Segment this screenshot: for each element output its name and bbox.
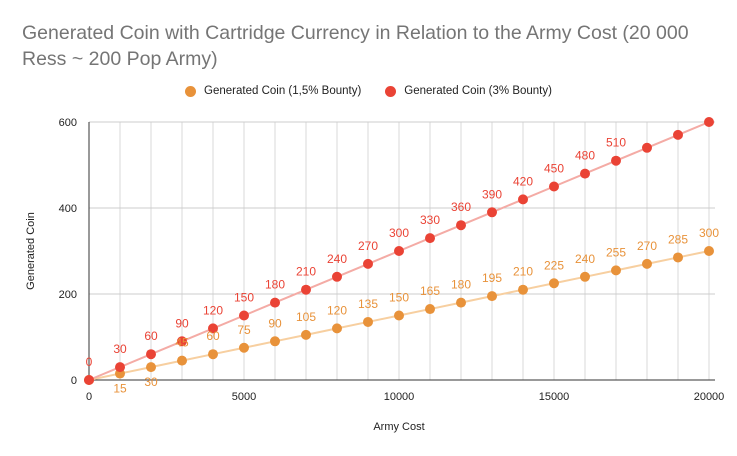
data-label: 60 bbox=[206, 329, 220, 343]
data-label: 450 bbox=[544, 162, 564, 176]
data-label: 90 bbox=[175, 316, 189, 330]
data-point bbox=[611, 265, 621, 276]
y-axis-label: Generated Coin bbox=[25, 212, 37, 290]
data-label: 150 bbox=[234, 291, 254, 305]
data-point bbox=[84, 375, 94, 385]
x-tick-label: 10000 bbox=[384, 391, 415, 403]
legend-marker-icon bbox=[185, 85, 197, 97]
x-tick-label: 0 bbox=[86, 391, 92, 403]
data-point bbox=[611, 155, 621, 166]
data-point bbox=[394, 246, 404, 256]
data-point bbox=[425, 233, 435, 244]
data-label: 135 bbox=[358, 297, 378, 311]
data-point bbox=[208, 349, 218, 360]
data-label: 165 bbox=[420, 284, 440, 298]
y-tick-label: 0 bbox=[71, 375, 77, 387]
data-point bbox=[549, 181, 559, 192]
data-point bbox=[456, 297, 466, 308]
x-axis-label: Army Cost bbox=[373, 421, 424, 433]
y-tick-label: 600 bbox=[59, 117, 77, 129]
y-tick-label: 400 bbox=[59, 203, 77, 215]
data-point bbox=[394, 310, 404, 321]
data-label: 60 bbox=[144, 329, 158, 343]
x-tick-label: 20000 bbox=[694, 391, 725, 403]
y-tick-label: 200 bbox=[59, 289, 77, 301]
data-label: 300 bbox=[389, 226, 409, 240]
data-point bbox=[177, 336, 187, 347]
x-tick-label: 5000 bbox=[232, 391, 256, 403]
legend-label: Generated Coin (3% Bounty) bbox=[404, 85, 552, 97]
data-label: 225 bbox=[544, 258, 564, 272]
data-point bbox=[270, 336, 280, 347]
data-point bbox=[239, 310, 249, 321]
data-point bbox=[549, 278, 559, 289]
legend-label: Generated Coin (1,5% Bounty) bbox=[204, 85, 362, 97]
data-label: 270 bbox=[637, 239, 657, 253]
legend-item-series-2[interactable]: Generated Coin (3% Bounty) bbox=[385, 85, 552, 97]
data-label: 255 bbox=[606, 245, 626, 259]
data-label: 195 bbox=[482, 271, 502, 285]
data-label: 180 bbox=[265, 278, 285, 292]
data-point bbox=[642, 142, 652, 153]
data-point bbox=[518, 284, 528, 295]
data-point bbox=[239, 342, 249, 353]
legend: Generated Coin (1,5% Bounty) Generated C… bbox=[0, 85, 737, 97]
data-label: 75 bbox=[237, 323, 251, 337]
data-point bbox=[580, 271, 590, 282]
data-point bbox=[456, 220, 466, 231]
data-point bbox=[301, 284, 311, 295]
data-point bbox=[580, 168, 590, 179]
data-point bbox=[363, 258, 373, 269]
data-point bbox=[704, 117, 714, 127]
data-point bbox=[301, 329, 311, 340]
data-point bbox=[487, 291, 497, 302]
data-label: 210 bbox=[513, 265, 533, 279]
data-point bbox=[673, 129, 683, 140]
data-point bbox=[425, 304, 435, 315]
legend-marker-icon bbox=[385, 85, 397, 97]
data-label: 285 bbox=[668, 232, 688, 246]
data-label: 0 bbox=[86, 355, 93, 369]
data-label: 120 bbox=[327, 303, 347, 317]
data-label: 270 bbox=[358, 239, 378, 253]
legend-item-series-1[interactable]: Generated Coin (1,5% Bounty) bbox=[185, 85, 361, 97]
data-label: 120 bbox=[203, 303, 223, 317]
data-point bbox=[208, 323, 218, 334]
data-point bbox=[332, 323, 342, 334]
data-point bbox=[363, 316, 373, 327]
data-point bbox=[487, 207, 497, 218]
data-label: 330 bbox=[420, 213, 440, 227]
data-label: 390 bbox=[482, 187, 502, 201]
data-label: 45 bbox=[175, 336, 189, 350]
data-label: 360 bbox=[451, 200, 471, 214]
data-label: 15 bbox=[113, 382, 127, 396]
chart-title: Generated Coin with Cartridge Currency i… bbox=[22, 22, 689, 70]
data-label: 105 bbox=[296, 310, 316, 324]
data-point bbox=[146, 362, 156, 373]
data-point bbox=[146, 349, 156, 360]
data-point bbox=[518, 194, 528, 205]
data-point bbox=[115, 362, 125, 373]
data-label: 210 bbox=[296, 265, 316, 279]
data-label: 180 bbox=[451, 278, 471, 292]
data-point bbox=[642, 258, 652, 269]
data-label: 480 bbox=[575, 149, 595, 163]
x-tick-label: 15000 bbox=[539, 391, 570, 403]
data-label: 30 bbox=[144, 375, 158, 389]
data-label: 240 bbox=[327, 252, 347, 266]
data-point bbox=[673, 252, 683, 263]
data-point bbox=[177, 355, 187, 366]
data-point bbox=[704, 246, 714, 256]
data-label: 420 bbox=[513, 174, 533, 188]
data-point bbox=[270, 297, 280, 308]
data-label: 90 bbox=[268, 316, 282, 330]
data-label: 150 bbox=[389, 291, 409, 305]
data-label: 240 bbox=[575, 252, 595, 266]
data-point bbox=[332, 271, 342, 282]
data-label: 300 bbox=[699, 226, 719, 240]
data-label: 510 bbox=[606, 136, 626, 150]
data-label: 30 bbox=[113, 342, 127, 356]
